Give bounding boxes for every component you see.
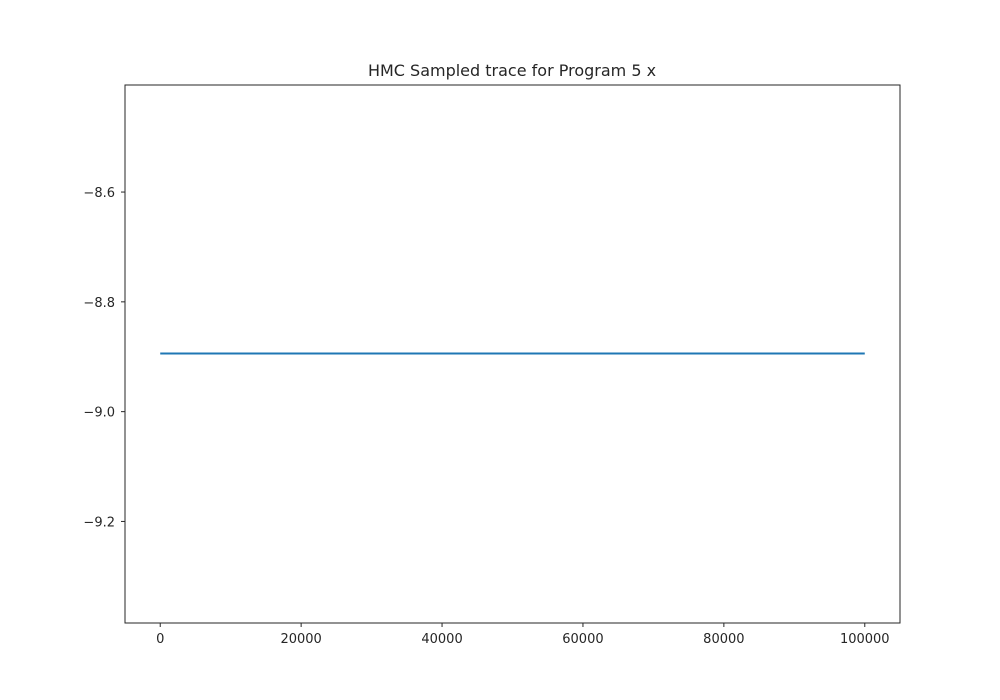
- chart-title: HMC Sampled trace for Program 5 x: [368, 61, 656, 80]
- plot-frame: [124, 84, 901, 624]
- x-axis: 0 20000 40000 60000 80000 100000: [156, 623, 890, 647]
- y-tick-label: −8.8: [83, 296, 115, 311]
- y-tick-label: −9.2: [83, 515, 115, 530]
- x-tick-label: 80000: [703, 632, 744, 647]
- x-tick-label: 100000: [840, 632, 890, 647]
- y-axis: −8.6 −8.8 −9.0 −9.2: [83, 186, 125, 530]
- y-tick-label: −9.0: [83, 406, 115, 421]
- y-tick-label: −8.6: [83, 186, 115, 201]
- x-tick-label: 60000: [562, 632, 603, 647]
- x-tick-label: 20000: [280, 632, 321, 647]
- x-tick-label: 0: [156, 632, 164, 647]
- x-tick-label: 40000: [421, 632, 462, 647]
